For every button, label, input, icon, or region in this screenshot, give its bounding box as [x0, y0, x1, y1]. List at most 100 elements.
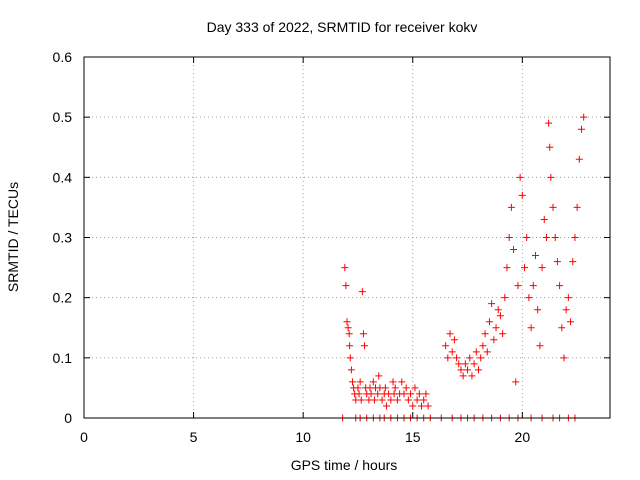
- data-point: [477, 354, 485, 362]
- y-tick-label: 0: [64, 410, 72, 426]
- data-point: [483, 348, 491, 356]
- data-point: [536, 342, 544, 350]
- data-point: [343, 318, 351, 326]
- y-tick-label: 0.4: [53, 169, 73, 185]
- data-point: [446, 330, 454, 338]
- data-point: [355, 390, 363, 398]
- data-point: [356, 378, 364, 386]
- data-point: [472, 348, 480, 356]
- data-point: [457, 366, 465, 374]
- data-point: [420, 396, 428, 404]
- data-point: [505, 234, 513, 241]
- data-point: [546, 143, 554, 151]
- data-point: [571, 234, 579, 241]
- data-point: [564, 294, 572, 302]
- data-point: [496, 312, 504, 320]
- data-point: [404, 396, 412, 404]
- x-tick-label: 15: [405, 429, 421, 445]
- data-point: [407, 390, 415, 398]
- data-point: [453, 354, 461, 362]
- data-point: [346, 354, 354, 362]
- data-point: [382, 402, 390, 410]
- data-point: [418, 402, 426, 410]
- data-point: [569, 258, 577, 266]
- data-point: [558, 324, 566, 332]
- chart-title: Day 333 of 2022, SRMTID for receiver kok…: [207, 19, 478, 35]
- x-tick-label: 20: [515, 429, 531, 445]
- data-point: [442, 342, 450, 350]
- axis-ticks: 0 5 10 15 20 0 0.1 0.2 0.3 0.4 0.5 0.6: [53, 49, 610, 445]
- data-point: [369, 378, 377, 386]
- data-point: [367, 390, 375, 398]
- data-point: [415, 390, 423, 398]
- data-point: [361, 342, 369, 350]
- data-point: [525, 294, 533, 302]
- data-point: [573, 203, 581, 211]
- data-point: [516, 173, 524, 181]
- data-point: [562, 306, 570, 314]
- y-tick-label: 0.5: [53, 109, 73, 125]
- data-point: [553, 258, 561, 266]
- data-point: [518, 191, 526, 199]
- data-point: [556, 282, 564, 290]
- data-point: [346, 342, 354, 350]
- x-tick-label: 0: [80, 429, 88, 445]
- data-point: [381, 384, 389, 392]
- data-point: [389, 378, 397, 386]
- data-point: [538, 264, 546, 272]
- data-point: [393, 396, 401, 404]
- y-tick-label: 0.2: [53, 290, 73, 306]
- data-point: [523, 234, 531, 241]
- y-tick-label: 0.1: [53, 350, 73, 366]
- data-point: [359, 330, 367, 338]
- data-point: [455, 360, 463, 368]
- data-point: [444, 354, 452, 362]
- data-point: [512, 378, 520, 386]
- data-point: [545, 119, 553, 127]
- data-point: [551, 234, 559, 241]
- data-point: [370, 396, 378, 404]
- data-point: [580, 113, 588, 121]
- data-point: [514, 282, 522, 290]
- data-point: [521, 264, 529, 272]
- data-points: [339, 113, 588, 422]
- data-point: [578, 125, 586, 133]
- data-point: [402, 384, 410, 392]
- data-point: [409, 402, 417, 410]
- data-point: [422, 390, 430, 398]
- data-point: [344, 324, 352, 332]
- data-point: [542, 234, 550, 241]
- data-point: [549, 203, 557, 211]
- data-point: [398, 378, 406, 386]
- data-point: [387, 396, 395, 404]
- data-point: [357, 396, 365, 404]
- data-point: [494, 306, 502, 314]
- data-point: [547, 173, 555, 181]
- data-point: [492, 324, 500, 332]
- data-point: [468, 372, 476, 380]
- data-point: [527, 324, 535, 332]
- data-point: [567, 318, 575, 326]
- data-point: [540, 215, 548, 223]
- data-point: [575, 155, 583, 163]
- data-point: [347, 366, 355, 374]
- data-point: [354, 384, 362, 392]
- data-point: [413, 396, 421, 404]
- data-point: [461, 360, 469, 368]
- data-point: [531, 252, 539, 260]
- data-point: [490, 336, 498, 344]
- data-point: [466, 354, 474, 362]
- data-point: [485, 318, 493, 326]
- y-axis-label: SRMTID / TECUs: [5, 182, 21, 292]
- data-point: [342, 282, 350, 290]
- data-point: [459, 372, 467, 380]
- data-point: [501, 294, 509, 302]
- data-point: [475, 366, 482, 374]
- data-point: [391, 384, 399, 392]
- plot-frame: [83, 56, 611, 419]
- data-point: [510, 246, 518, 254]
- data-point: [345, 330, 353, 338]
- data-point: [411, 384, 419, 392]
- data-point: [488, 300, 496, 308]
